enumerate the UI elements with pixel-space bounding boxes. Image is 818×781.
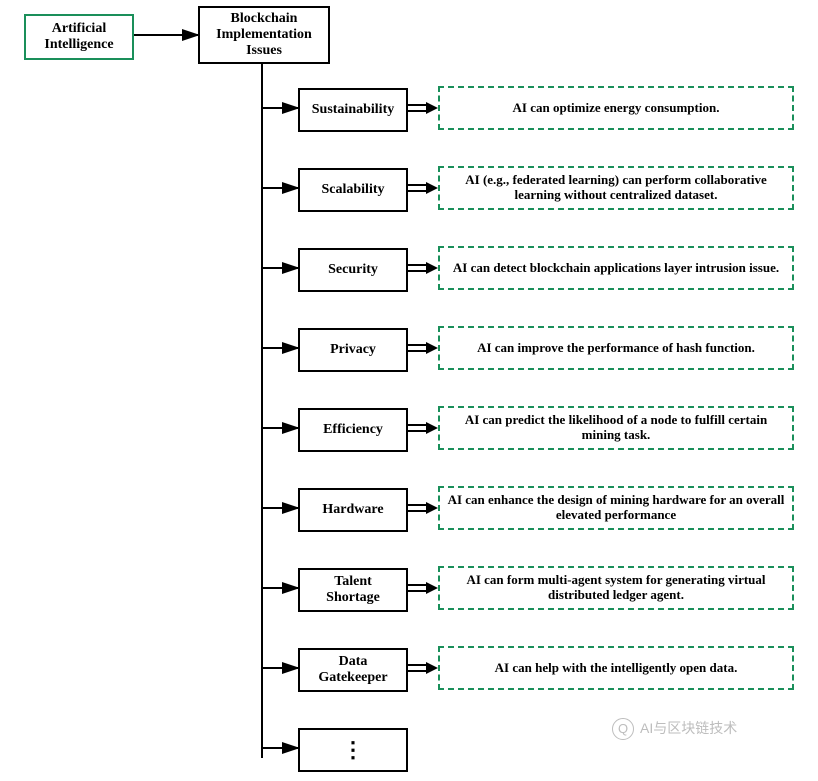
watermark-text: AI与区块链技术	[640, 720, 737, 736]
node-ai: ArtificialIntelligence	[24, 14, 134, 60]
issue-node-label: Privacy	[330, 342, 376, 358]
issue-description-text: AI can help with the intelligently open …	[495, 661, 738, 676]
node-blockchain-issues-label: BlockchainImplementationIssues	[216, 11, 312, 59]
issue-description: AI can enhance the design of mining hard…	[438, 486, 794, 530]
node-blockchain-issues: BlockchainImplementationIssues	[198, 6, 330, 64]
issue-description-text: AI can optimize energy consumption.	[513, 101, 720, 116]
issue-description-text: AI can predict the likelihood of a node …	[446, 413, 786, 443]
issue-description: AI can help with the intelligently open …	[438, 646, 794, 690]
issue-node: Scalability	[298, 168, 408, 212]
issue-description: AI can optimize energy consumption.	[438, 86, 794, 130]
issue-description: AI can detect blockchain applications la…	[438, 246, 794, 290]
issue-description-text: AI can improve the performance of hash f…	[477, 341, 755, 356]
issue-node: Security	[298, 248, 408, 292]
issue-description: AI can predict the likelihood of a node …	[438, 406, 794, 450]
issue-description: AI can form multi-agent system for gener…	[438, 566, 794, 610]
issue-description-text: AI can detect blockchain applications la…	[453, 261, 779, 276]
issue-node: Hardware	[298, 488, 408, 532]
issue-node-label: DataGatekeeper	[318, 654, 387, 686]
issue-node-label: Scalability	[321, 182, 384, 198]
watermark: Q AI与区块链技术	[612, 718, 737, 740]
issue-node: ⋮	[298, 728, 408, 772]
issue-description-text: AI can enhance the design of mining hard…	[446, 493, 786, 523]
watermark-logo-icon: Q	[612, 718, 634, 740]
issue-node-label: Sustainability	[312, 102, 394, 118]
issue-node-label: Security	[328, 262, 378, 278]
issue-node: DataGatekeeper	[298, 648, 408, 692]
issue-description-text: AI (e.g., federated learning) can perfor…	[446, 173, 786, 203]
issue-description: AI (e.g., federated learning) can perfor…	[438, 166, 794, 210]
issue-description: AI can improve the performance of hash f…	[438, 326, 794, 370]
issue-node: Efficiency	[298, 408, 408, 452]
issue-node: Sustainability	[298, 88, 408, 132]
issue-node-label: Hardware	[322, 502, 383, 518]
issue-node: TalentShortage	[298, 568, 408, 612]
issue-description-text: AI can form multi-agent system for gener…	[446, 573, 786, 603]
issue-node-label: Efficiency	[323, 422, 383, 438]
issue-node-label: ⋮	[342, 737, 364, 762]
node-ai-label: ArtificialIntelligence	[44, 21, 113, 53]
issue-node: Privacy	[298, 328, 408, 372]
issue-node-label: TalentShortage	[326, 574, 380, 606]
